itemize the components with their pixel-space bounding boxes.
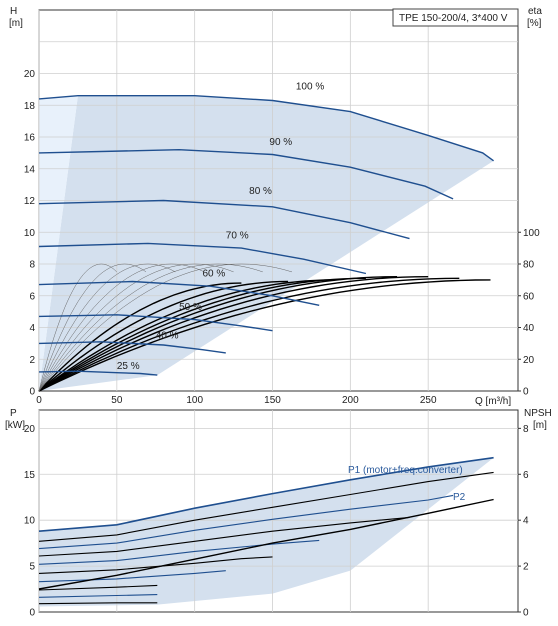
x-tick-label: 200 [342, 395, 359, 406]
speed-curve-label: 60 % [202, 269, 225, 280]
efficiency-curve-5 [38, 279, 335, 392]
y-left-tick-label: 0 [29, 387, 35, 398]
p-tick-label: 15 [24, 470, 36, 481]
efficiency-curve-0 [38, 279, 491, 392]
npsh-tick-label: 6 [523, 470, 529, 481]
efficiency-curve-1 [38, 277, 460, 392]
efficiency-curve-4 [38, 277, 366, 392]
p-tick-label: 10 [24, 516, 36, 527]
speed-curve-0 [38, 95, 495, 162]
speed-curve-2 [38, 199, 410, 240]
p-tick-label: 0 [29, 608, 35, 619]
npsh-tick-label: 8 [523, 424, 529, 435]
y-right-tick-label: 40 [523, 323, 535, 334]
speed-curve-6 [38, 341, 226, 354]
p-tick-label: 20 [24, 424, 36, 435]
power-curve-5 [38, 556, 273, 574]
npsh-tick-label: 4 [523, 516, 529, 527]
bottom-y-right-unit: [m] [533, 420, 547, 431]
y-left-tick-label: 10 [24, 228, 36, 239]
efficiency-curve-2 [38, 276, 429, 392]
speed-curve-label: 100 % [296, 81, 324, 92]
y-left-tick-label: 14 [24, 164, 36, 175]
bottom-y-left-label: P [10, 408, 17, 419]
y-left-tick-label: 6 [29, 291, 35, 302]
power-curve-0 [38, 456, 494, 532]
speed-curve-5 [38, 314, 273, 332]
top-y-right-label: eta [528, 6, 542, 17]
speed-curve-7 [38, 370, 158, 376]
top-y-left-label: H [10, 6, 17, 17]
chart-title: TPE 150-200/4, 3*400 V [399, 13, 508, 24]
speed-curve-label: 50 % [179, 302, 202, 313]
power-curve-2 [38, 494, 454, 550]
y-right-tick-label: 100 [523, 228, 540, 239]
x-tick-label: 250 [420, 395, 437, 406]
y-left-tick-label: 12 [24, 196, 36, 207]
title-box [392, 8, 519, 27]
speed-curve-label: 40 % [156, 331, 179, 342]
speed-curve-label: 25 % [117, 361, 140, 372]
y-right-tick-label: 60 [523, 291, 535, 302]
power-curve-1 [38, 471, 494, 542]
head-efficiency-chart: 0 50 100 150 200 2500246810121416182002040608… [24, 9, 540, 406]
speed-curve-label: 80 % [249, 186, 272, 197]
y-left-tick-label: 20 [24, 69, 36, 80]
power-curve-6 [38, 570, 226, 583]
p2-series-label: P2 [453, 492, 466, 503]
y-left-tick-label: 2 [29, 355, 35, 366]
y-right-tick-label: 80 [523, 260, 535, 271]
x-tick-label: 100 [186, 395, 203, 406]
thin-efficiency-curve-6 [38, 263, 293, 392]
bottom-y-left-unit: [kW] [5, 420, 25, 431]
min-flow-region [39, 95, 78, 391]
y-left-tick-label: 16 [24, 133, 36, 144]
x-tick-label: 0 [36, 395, 42, 406]
y-right-tick-label: 20 [523, 355, 535, 366]
power-curve-7 [38, 584, 158, 591]
x-tick-label: 150 [264, 395, 281, 406]
x-tick-label: 50 [111, 395, 123, 406]
top-y-left-unit: [m] [9, 18, 23, 29]
y-left-tick-label: 4 [29, 323, 35, 334]
efficiency-curve-6 [38, 280, 289, 392]
p1-series-label: P1 (motor+freq.converter) [348, 465, 463, 476]
npsh-tick-label: 0 [523, 608, 529, 619]
y-right-tick-label: 0 [523, 387, 529, 398]
bottom-y-right-label: NPSH [524, 408, 552, 419]
y-left-tick-label: 18 [24, 101, 36, 112]
speed-curve-4 [38, 280, 320, 306]
efficiency-curve-3 [38, 276, 398, 392]
npsh-tick-label: 2 [523, 562, 529, 573]
x-axis-label: Q [m³/h] [475, 396, 511, 407]
power-curve-9 [38, 602, 158, 605]
speed-curve-1 [38, 148, 454, 200]
thin-efficiency-curve-5 [38, 263, 263, 392]
speed-curve-3 [38, 242, 367, 275]
npsh-curve [38, 498, 494, 590]
power-curve-8 [38, 594, 158, 598]
top-y-right-unit: [%] [527, 18, 542, 29]
power-curve-3 [38, 516, 410, 557]
p-tick-label: 5 [29, 562, 35, 573]
speed-curve-label: 70 % [226, 231, 249, 242]
speed-curve-label: 90 % [269, 137, 292, 148]
power-curve-4 [38, 539, 320, 565]
power-npsh-chart: 0 5 10 15 20 0 2 4 6 8 [24, 409, 529, 619]
y-left-tick-label: 8 [29, 260, 35, 271]
